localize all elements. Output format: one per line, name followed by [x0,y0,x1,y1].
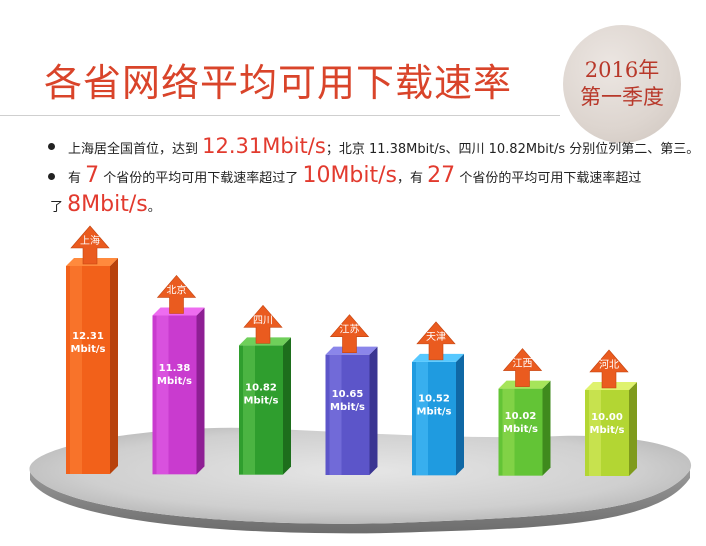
bar [585,390,629,476]
bullet-1-highlight: 12.31Mbit/s [202,134,326,158]
bullet-2-text-4: 个省份的平均可用下载速率超过 [459,171,642,186]
value-label: 10.02 [505,411,537,422]
category-label: 江西 [513,358,533,370]
bullet-2-count-2: 27 [427,163,456,188]
value-label: 10.82 [245,383,277,394]
value-label: 10.00 [591,412,623,423]
badge-year: 2016年 [584,58,660,82]
category-label: 江苏 [340,323,360,336]
title-divider [0,115,560,116]
bullet-2-threshold-1: 10Mbit/s [302,163,398,188]
value-label: Mbit/s [417,407,452,418]
bullet-1-pre: 上海居全国首位，达到 [68,142,199,157]
bar-group: 北京 11.38 Mbit/s [152,274,205,475]
category-label: 天津 [426,331,446,343]
value-label: Mbit/s [244,396,279,407]
value-label: 10.52 [418,394,450,405]
value-label: 12.31 [72,331,104,342]
up-arrow-icon [589,349,629,389]
value-label: 10.65 [332,389,364,400]
bar-side [369,346,378,475]
summary-bullets: 上海居全国首位，达到 12.31Mbit/s；北京 11.38Mbit/s、四川… [46,133,699,221]
bullet-2-text-5: 了 [50,200,64,215]
value-label: Mbit/s [71,344,106,355]
bullet-2-continued: 了 8Mbit/s。 [46,192,686,221]
bullet-1-post: ；北京 11.38Mbit/s、四川 10.82Mbit/s 分别位列第二、第三… [325,142,700,157]
bar-highlight [589,390,601,476]
bullet-2-text-2: 个省份的平均可用下载速率超过了 [103,171,299,186]
value-label: Mbit/s [330,402,365,413]
bullet-2: 有 7 个省份的平均可用下载速率超过了 10Mbit/s，有 27 个省份的平均… [46,163,686,192]
bar-group: 江苏 10.65 Mbit/s [325,314,378,475]
bar-group: 河北 10.00 Mbit/s [585,349,637,476]
bar-group: 江西 10.02 Mbit/s [498,348,551,476]
bar-side [629,382,637,476]
bar [239,345,283,475]
bar-side [283,337,291,475]
bar-side [542,380,551,476]
value-label: Mbit/s [157,376,192,387]
category-label: 上海 [80,234,100,247]
bar-highlight [416,361,428,476]
bar [66,266,110,474]
up-arrow-icon [156,274,197,314]
period-badge: 2016年 第一季度 [563,25,681,143]
value-label: 11.38 [159,363,191,374]
up-arrow-icon [70,225,110,265]
bar-side [456,353,464,476]
bar-group: 四川 10.82 Mbit/s [239,304,291,475]
up-arrow-icon [243,304,283,344]
bar [498,388,543,476]
bar [152,315,197,475]
bullet-2-threshold-2: 8Mbit/s [67,192,148,217]
bar-side [110,258,118,474]
bullet-2-text-6: 。 [147,200,161,215]
up-arrow-icon [502,348,543,387]
bar-highlight [70,266,82,474]
bar-side [196,307,205,475]
value-label: Mbit/s [590,425,625,436]
bar-group: 上海 12.31 Mbit/s [66,225,118,474]
bullet-2-text-3: ，有 [397,171,424,186]
up-arrow-icon [329,314,370,353]
category-label: 四川 [253,315,273,326]
bar [325,354,370,475]
bullet-1: 上海居全国首位，达到 12.31Mbit/s；北京 11.38Mbit/s、四川… [46,133,699,163]
bar-highlight [329,354,342,475]
category-label: 河北 [599,359,619,371]
up-arrow-icon [416,321,456,361]
bar-group: 天津 10.52 Mbit/s [412,321,464,476]
bullet-2-text-1: 有 [68,171,82,186]
category-label: 北京 [167,283,187,296]
bar-highlight [243,345,255,475]
bar-highlight [502,388,515,476]
bar [412,361,456,476]
bullet-2-count-1: 7 [85,163,100,188]
value-label: Mbit/s [503,424,538,435]
badge-quarter: 第一季度 [580,85,664,109]
page-title: 各省网络平均可用下载速率 [44,61,513,105]
bar-highlight [156,315,169,475]
